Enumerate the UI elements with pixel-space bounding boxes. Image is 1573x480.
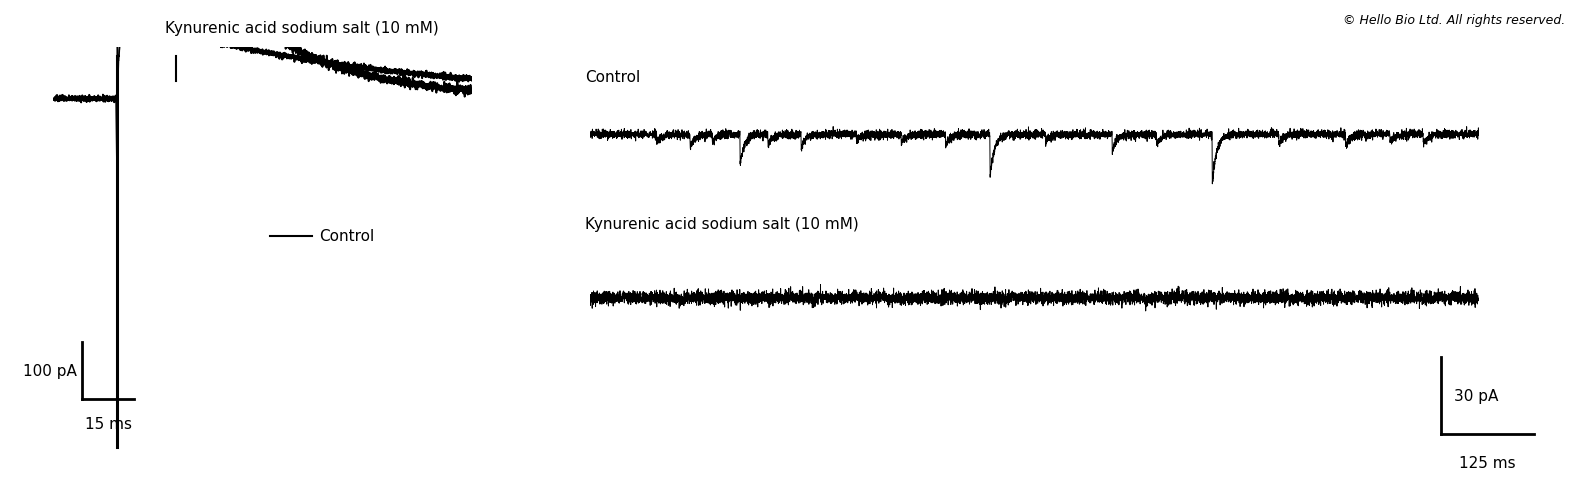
Text: 30 pA: 30 pA <box>1455 388 1499 403</box>
Text: Control: Control <box>585 70 640 84</box>
Text: 15 ms: 15 ms <box>85 416 132 431</box>
Text: 125 ms: 125 ms <box>1460 456 1515 470</box>
Text: Kynurenic acid sodium salt (10 mM): Kynurenic acid sodium salt (10 mM) <box>165 21 439 36</box>
Text: © Hello Bio Ltd. All rights reserved.: © Hello Bio Ltd. All rights reserved. <box>1343 14 1565 27</box>
Text: Control: Control <box>319 229 374 244</box>
Text: Kynurenic acid sodium salt (10 mM): Kynurenic acid sodium salt (10 mM) <box>585 217 859 232</box>
Text: 100 pA: 100 pA <box>24 363 77 378</box>
